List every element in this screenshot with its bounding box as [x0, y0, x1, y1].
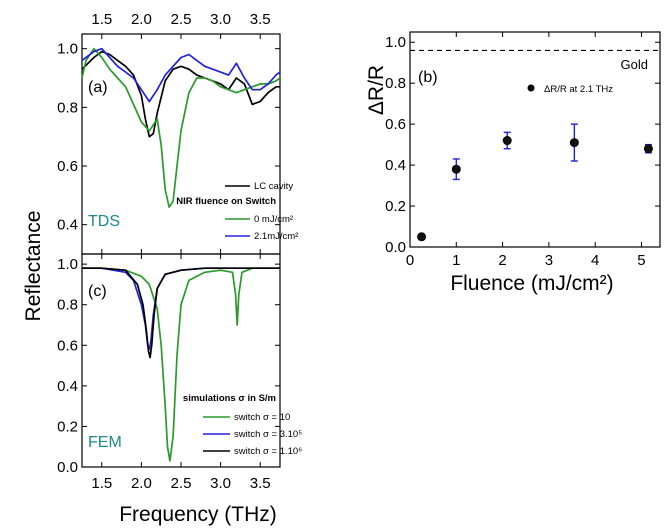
panel-c-xtick-label: 2.0	[131, 475, 152, 492]
panel-c-ytick-label: 1.0	[57, 256, 78, 273]
panel-b-label: (b)	[418, 69, 438, 86]
panel-a-line-2-1mj-cm	[81, 47, 281, 103]
panel-c-ticks: 0.0 0.2 0.4 0.6 0.8 1.0 1.5 2.0 2.5 3.0 3.5	[57, 254, 280, 492]
panel-a-line-0-mj-cm	[81, 47, 281, 208]
panel-b-xtick-label: 4	[591, 252, 599, 269]
panel-b-xtick-label: 0	[406, 252, 414, 269]
panel-c-xtick-label: 1.5	[91, 475, 112, 492]
legend-lc-cavity-label: LC cavity	[254, 181, 293, 192]
panel-a-line-lc-cavity	[81, 50, 280, 138]
legend-2-1mj-label: 2.1mJ/cm²	[254, 231, 298, 242]
left-x-axis-title: Frequency (THz)	[119, 503, 277, 526]
panel-a-series	[81, 47, 281, 208]
panel-b-ytick-label: 0.6	[385, 116, 406, 133]
legend-b-label: ΔR/R at 2.1 THz	[544, 84, 613, 95]
top-xtick-label: 1.5	[91, 11, 112, 28]
legend-sigma-3e5-label: switch σ = 3.10⁵	[234, 429, 302, 440]
legend-sigma-10-label: switch σ = 10	[234, 412, 290, 423]
left-y-axis-title: Reflectance	[22, 211, 45, 322]
top-frequency-ticks: 1.5 2.0 2.5 3.0 3.5	[91, 11, 270, 28]
data-point	[417, 232, 427, 242]
panel-b-ytick-label: 1.0	[385, 34, 406, 51]
panel-c-xtick-label: 2.5	[171, 475, 192, 492]
panel-c-label: (c)	[88, 283, 107, 300]
panel-a-ticks: 0.4 0.6 0.8 1.0	[57, 34, 280, 254]
panel-a-ytick-label: 0.6	[57, 158, 78, 175]
panel-c-ytick-label: 0.8	[57, 297, 78, 314]
fem-tag: FEM	[88, 434, 122, 451]
top-xtick-label: 3.5	[250, 11, 271, 28]
data-point	[451, 164, 461, 174]
legend-c-title: simulations σ in S/m	[183, 393, 276, 404]
panel-c-legend: simulations σ in S/m switch σ = 10 switc…	[183, 393, 302, 457]
panel-c-line-switch-10	[82, 267, 280, 462]
panel-b-xtick-label: 1	[452, 252, 460, 269]
legend-0mj-label: 0 mJ/cm²	[254, 214, 293, 225]
legend-b-marker	[527, 84, 535, 92]
panel-c-xtick-label: 3.5	[250, 475, 271, 492]
legend-sigma-1e6-label: switch σ = 1.10⁶	[234, 446, 302, 457]
panel-b-ytick-label: 0.2	[385, 198, 406, 215]
panel-b-xtick-label: 5	[637, 252, 645, 269]
panel-b-ytick-label: 0.0	[385, 239, 406, 256]
panel-c-ytick-label: 0.6	[57, 337, 78, 354]
panel-a-legend: LC cavity NIR fluence on Switch 0 mJ/cm²…	[176, 181, 298, 242]
panel-a-label: (a)	[88, 79, 108, 96]
panel-a-ytick-label: 0.8	[57, 99, 78, 116]
panel-c-xtick-label: 3.0	[210, 475, 231, 492]
panel-a-ytick-label: 0.4	[57, 217, 78, 234]
panel-b-xtick-label: 3	[545, 252, 553, 269]
panel-c-ytick-label: 0.2	[57, 418, 78, 435]
top-xtick-label: 2.5	[171, 11, 192, 28]
data-point	[643, 144, 653, 154]
data-point	[569, 138, 579, 148]
panel-a-ytick-label: 1.0	[57, 41, 78, 58]
tds-tag: TDS	[88, 213, 120, 230]
gold-reference-label: Gold	[621, 57, 648, 72]
panel-b-ytick-label: 0.8	[385, 75, 406, 92]
data-point	[502, 136, 512, 146]
b-x-axis-title: Fluence (mJ/cm²)	[450, 272, 613, 295]
panel-c-ytick-label: 0.0	[57, 459, 78, 476]
panel-b-xtick-label: 2	[498, 252, 506, 269]
panel-b-ticks: 0.0 0.2 0.4 0.6 0.8 1.0 0 1 2 3 4 5	[385, 32, 660, 269]
panel-b-ytick-label: 0.4	[385, 157, 406, 174]
legend-a-title: NIR fluence on Switch	[176, 196, 276, 207]
panel-b-legend: ΔR/R at 2.1 THz	[527, 84, 613, 95]
top-xtick-label: 2.0	[131, 11, 152, 28]
panel-b-series	[410, 49, 660, 242]
panel-b-frame	[409, 31, 661, 248]
top-xtick-label: 3.0	[210, 11, 231, 28]
panel-c-series	[82, 267, 280, 462]
panel-c-line-switch-1-10	[82, 267, 280, 359]
b-y-axis-title: ΔR/R	[365, 65, 388, 115]
panel-c-ytick-label: 0.4	[57, 378, 78, 395]
